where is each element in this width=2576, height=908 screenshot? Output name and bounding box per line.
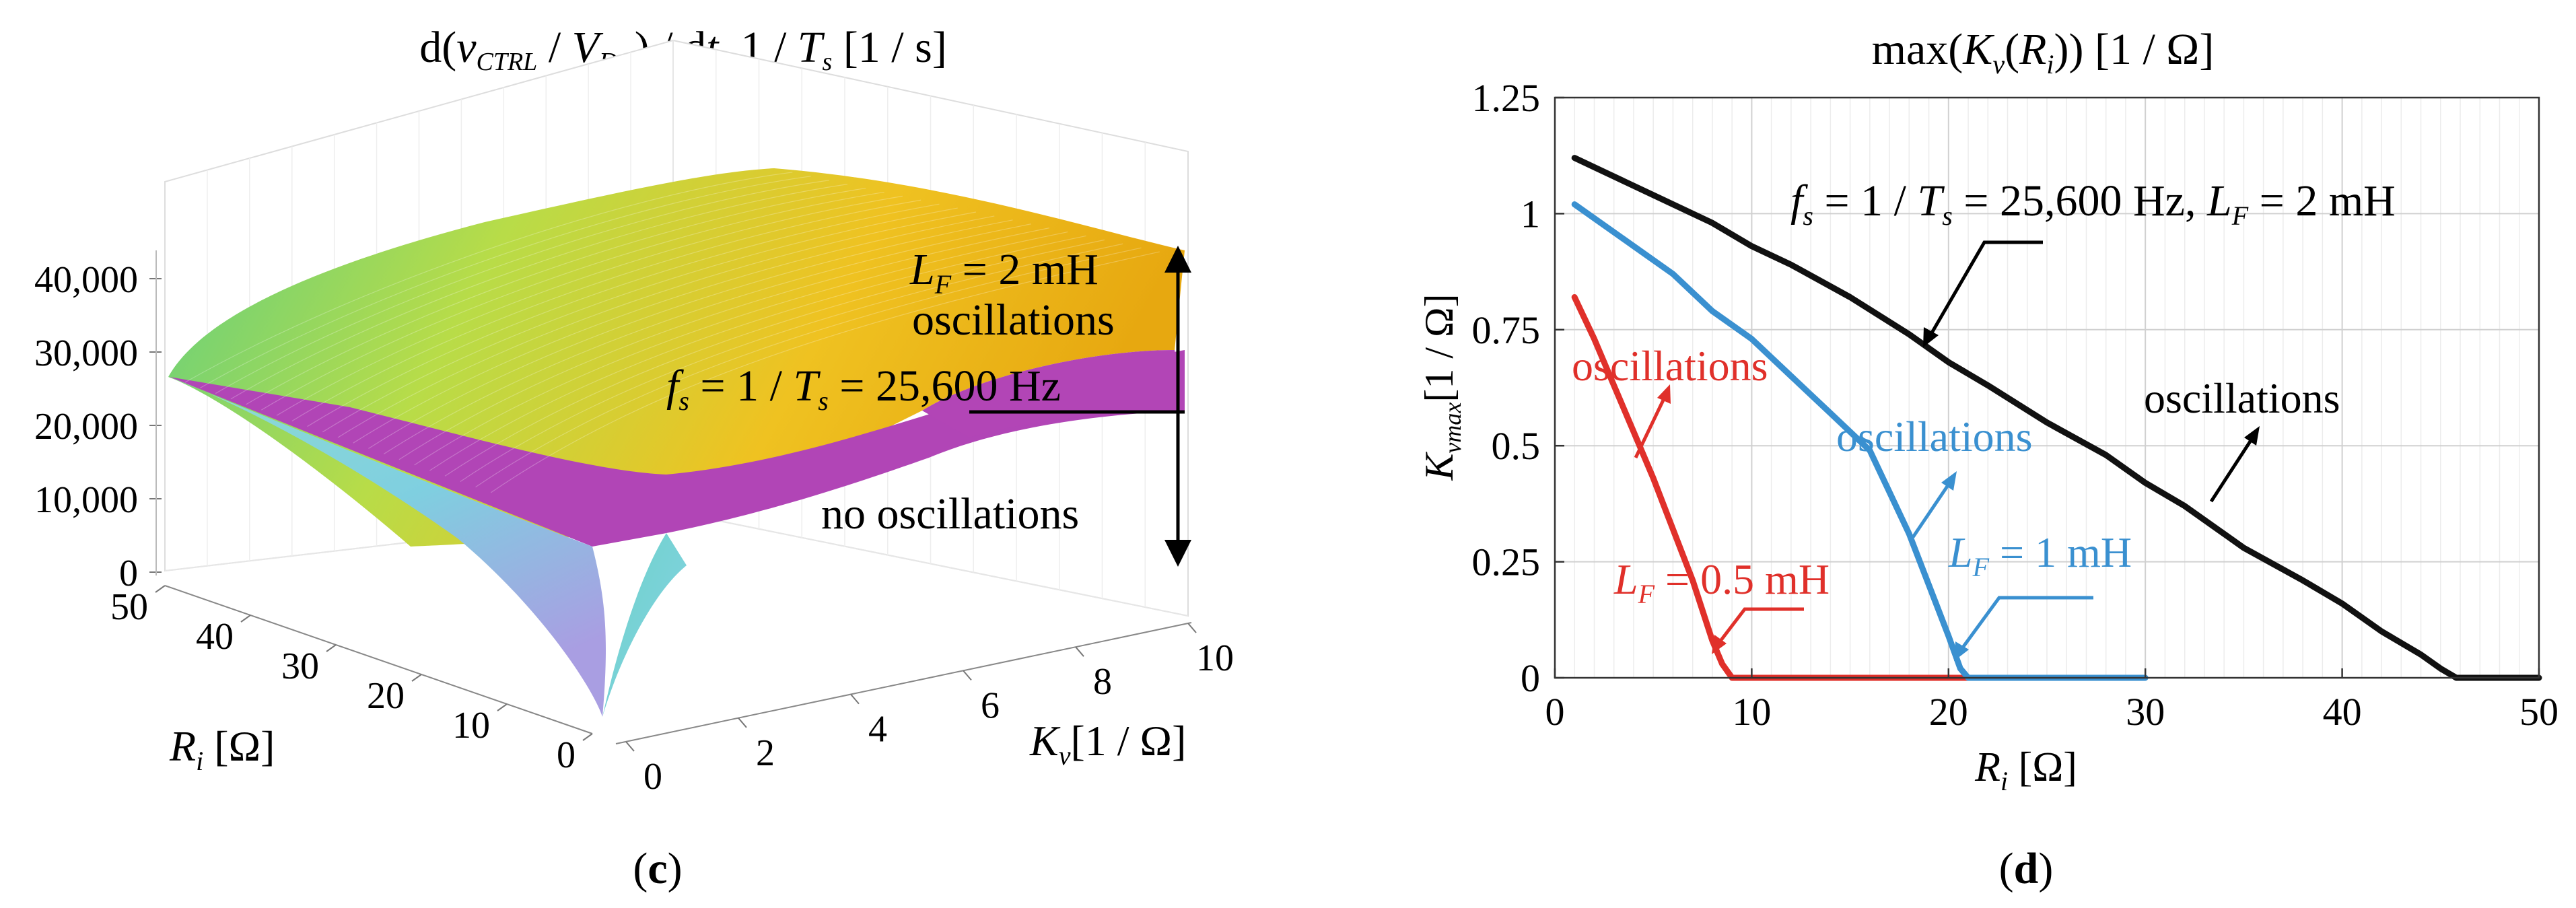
y-tick-label: 0.25: [1472, 540, 1541, 584]
ri-tick-label: 50: [110, 586, 148, 628]
caption-c: (c): [633, 844, 682, 893]
leader-black-fs: [1926, 240, 2043, 340]
kv-tick-mark: [625, 741, 635, 752]
ri-tick-label: 40: [196, 616, 234, 658]
z-tick-label: 0: [119, 553, 138, 594]
x-tick-label: 40: [2323, 690, 2362, 734]
z-tick-label: 10,000: [34, 479, 138, 521]
x-tick-label: 50: [2519, 690, 2558, 734]
y-axis-label: Kvmax[1 / Ω]: [1417, 293, 1466, 481]
plot-ticks: 0 10 20 30 40 50 0 0.25 0.5 0.75 1 1.25: [1472, 76, 2559, 734]
kv-tick-mark: [1187, 623, 1197, 633]
z-axis-ticks: 0 10,000 20,000 30,000 40,000: [34, 259, 162, 594]
kv-tick-mark: [738, 718, 747, 728]
z-tick-label: 40,000: [34, 259, 138, 301]
annot-lf-05mh: LF = 0.5 mH: [1613, 555, 1830, 609]
ri-tick-mark: [155, 585, 166, 593]
ri-tick-label: 10: [452, 705, 490, 746]
y-tick-label: 0.75: [1472, 308, 1541, 352]
kv-tick-label: 8: [1093, 661, 1112, 703]
x-tick-label: 10: [1732, 690, 1771, 734]
panel-d-line-chart: max(Kv(Ri)) [1 / Ω] 0 10 20 30 40 5000.250.50…: [1417, 25, 2558, 893]
panel-d-title: max(Kv(Ri)) [1 / Ω]: [1872, 25, 2215, 79]
x-tick-label: 30: [2126, 690, 2165, 734]
kv-tick-label: 6: [981, 685, 1000, 726]
kv-tick-mark: [1075, 646, 1084, 657]
kv-axis-line: [615, 622, 1192, 744]
annot-oscillations-red: oscillations: [1572, 342, 1768, 390]
z-tick-label: 20,000: [34, 406, 138, 448]
annotation-leaders: [1634, 240, 2260, 661]
leader-black-osc: [2209, 433, 2257, 503]
ri-tick-mark: [582, 733, 593, 741]
kv-axis-label: Kv[1 / Ω]: [1029, 717, 1186, 771]
ri-tick-mark: [240, 615, 251, 623]
annot-fs-lf2: fs = 1 / Ts = 25,600 Hz, LF = 2 mH: [1790, 176, 2396, 231]
ri-tick-mark: [326, 644, 337, 652]
y-tick-label: 0.5: [1492, 424, 1541, 468]
leader-red-osc: [1634, 392, 1669, 459]
ri-axis-label: Ri [Ω]: [169, 722, 275, 776]
leader-blue-lf-head: [1954, 641, 1969, 661]
kv-tick-label: 0: [643, 756, 662, 798]
kv-tick-mark: [963, 670, 972, 681]
leader-red-osc-head: [1657, 384, 1671, 404]
annot-lf-2mh: LF = 2 mH: [909, 245, 1099, 300]
y-tick-label: 1.25: [1472, 76, 1541, 120]
plot-grid: [1555, 98, 2539, 678]
panel-c-3d-surface: d(vCTRL / VDC) / dt, 1 / Ts [1 / s]: [34, 23, 1234, 893]
surface-lower: [170, 377, 606, 717]
y-tick-label: 1: [1521, 192, 1540, 236]
annot-no-oscillations: no oscillations: [821, 489, 1079, 538]
leader-blue-osc-head: [1941, 471, 1957, 491]
series-line-2: [1571, 155, 2542, 681]
caption-d: (d): [1999, 844, 2054, 893]
ri-tick-label: 30: [281, 645, 319, 687]
kv-axis-ticks: 0 2 4 6 8 10: [625, 623, 1234, 798]
x-axis-label: Ri [Ω]: [1974, 744, 2077, 796]
ri-tick-mark: [411, 674, 422, 682]
annot-fs: fs = 1 / Ts = 25,600 Hz: [666, 361, 1061, 416]
ri-axis-ticks: 0 10 20 30 40 50: [110, 585, 593, 776]
leader-black-osc-head: [2244, 426, 2260, 446]
kv-tick-label: 10: [1196, 637, 1234, 679]
plot-frame: [1554, 96, 2540, 679]
ri-tick-label: 20: [367, 675, 405, 717]
leader-red-lf-head: [1712, 635, 1727, 654]
leader-red-lf: [1715, 607, 1804, 648]
x-tick-label: 0: [1545, 690, 1565, 734]
leader-black-fs-head: [1923, 327, 1939, 347]
kv-tick-mark: [850, 693, 860, 705]
z-tick-label: 30,000: [34, 333, 138, 374]
surface-lower-right: [602, 533, 687, 717]
surfaces: [168, 168, 1185, 717]
kv-tick-label: 4: [868, 709, 887, 750]
annot-lf-1mh: LF = 1 mH: [1948, 528, 2132, 582]
surface-plane: [170, 350, 1185, 547]
y-tick-label: 0: [1521, 656, 1540, 700]
annot-oscillations: oscillations: [912, 295, 1115, 345]
kv-tick-label: 2: [756, 732, 775, 774]
leader-blue-lf: [1957, 596, 2093, 654]
x-tick-label: 20: [1929, 690, 1968, 734]
annot-oscillations-blue: oscillations: [1836, 413, 2033, 460]
surface-plane-upper: [922, 350, 1185, 438]
annot-oscillations-black: oscillations: [2144, 374, 2340, 422]
ri-axis-line: [164, 585, 593, 734]
leader-blue-osc: [1911, 478, 1954, 538]
ri-tick-label: 0: [557, 734, 576, 776]
ri-tick-mark: [497, 703, 508, 711]
